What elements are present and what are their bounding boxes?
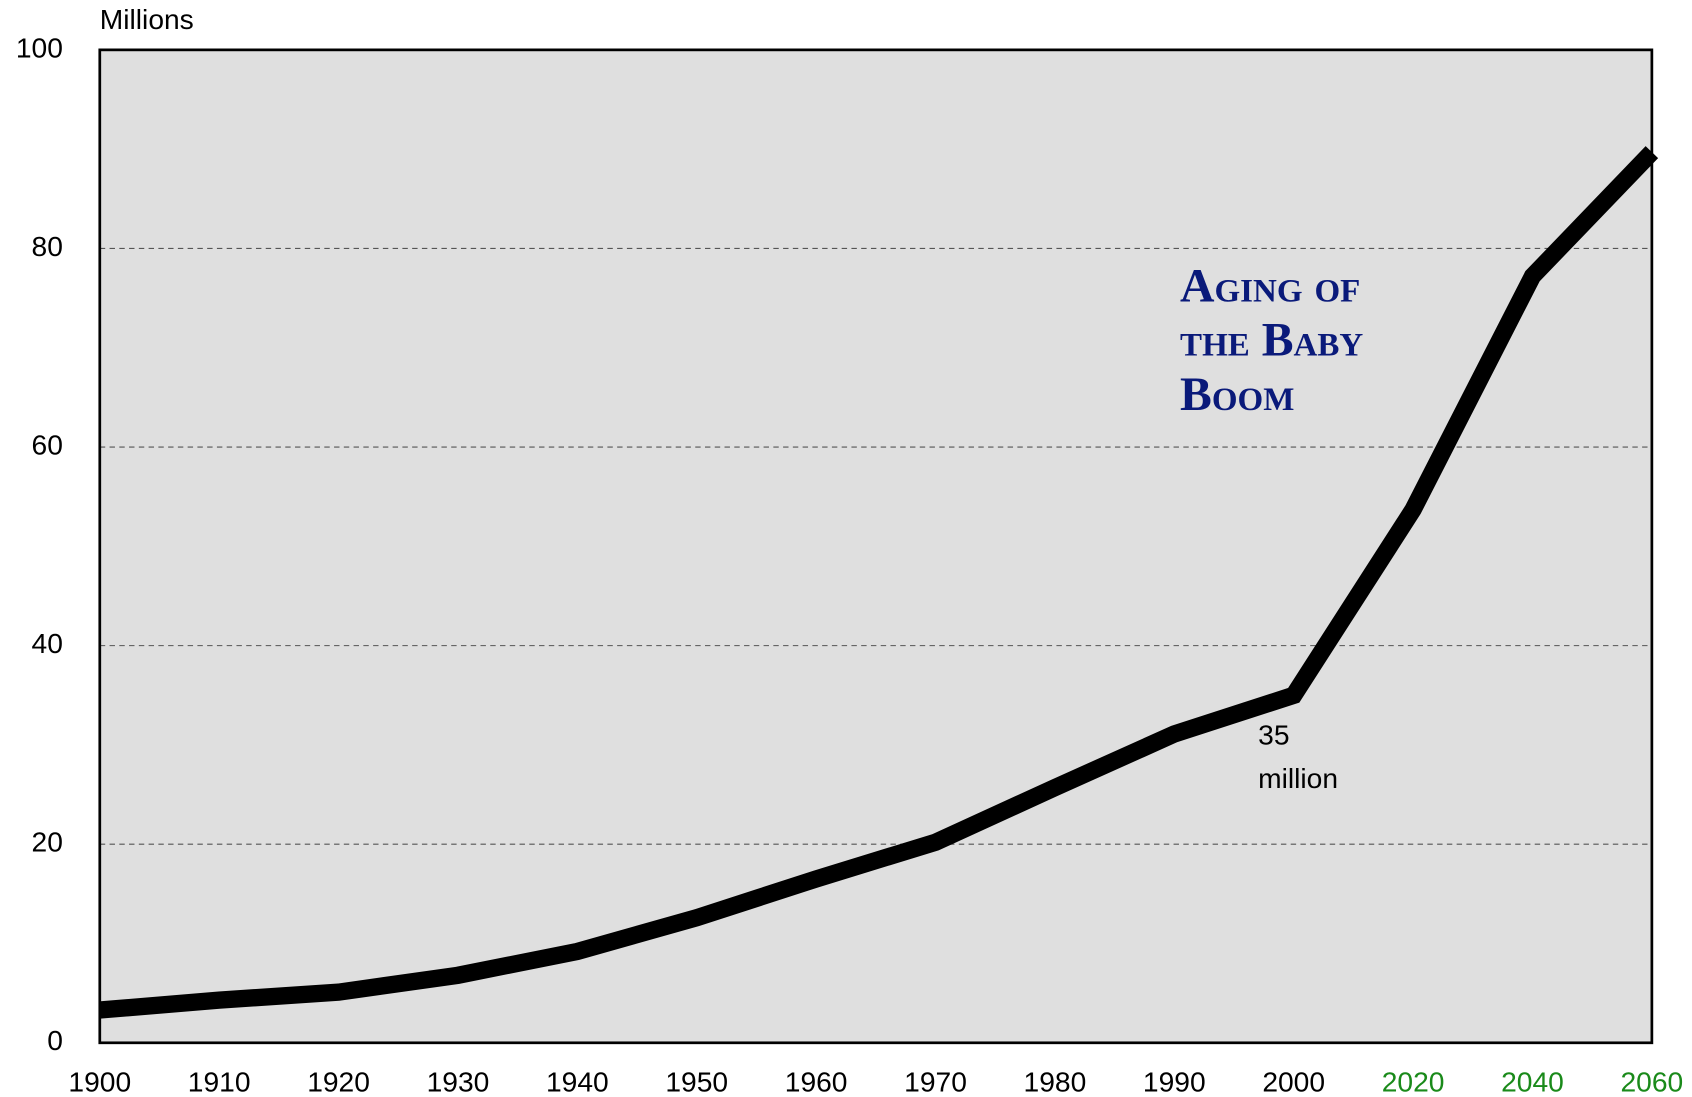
x-tick-label: 2020: [1382, 1065, 1445, 1097]
lines: [99, 146, 1659, 1019]
y-tick-label: 20: [32, 826, 63, 858]
x-tick-label: 1960: [785, 1065, 848, 1097]
y-tick-label: 40: [32, 627, 63, 659]
x-tick-label: 1970: [904, 1065, 967, 1097]
x-tick-label: 1990: [1143, 1065, 1206, 1097]
y-tick-label: 60: [32, 428, 63, 460]
plot-frame: [98, 48, 1654, 1045]
x-tick-label: 2000: [1262, 1065, 1325, 1097]
x-tick-label: 1920: [307, 1065, 370, 1097]
annotation: million: [1258, 762, 1338, 794]
x-tick-label: 1950: [665, 1065, 728, 1097]
y-tick-label: 100: [16, 31, 63, 63]
x-tick-label: 1930: [427, 1065, 490, 1097]
x-tick-label: 1980: [1024, 1065, 1087, 1097]
x-tick-label: 2040: [1501, 1065, 1564, 1097]
annotation: the Baby: [1180, 314, 1363, 367]
x-tick-label: 1900: [68, 1065, 131, 1097]
annotation: Aging of: [1180, 259, 1360, 312]
x-tick-label: 2060: [1621, 1065, 1684, 1097]
y-tick-label: 0: [47, 1024, 63, 1056]
y-axis-label: Millions: [100, 3, 194, 35]
annotation: Boom: [1180, 368, 1294, 421]
x-tick-label: 1940: [546, 1065, 609, 1097]
x-tick-label: 1910: [188, 1065, 251, 1097]
annotation: 35: [1258, 719, 1289, 751]
y-tick-label: 80: [32, 230, 63, 262]
plot-area: [99, 49, 1652, 1043]
data-line: [99, 146, 1659, 1019]
